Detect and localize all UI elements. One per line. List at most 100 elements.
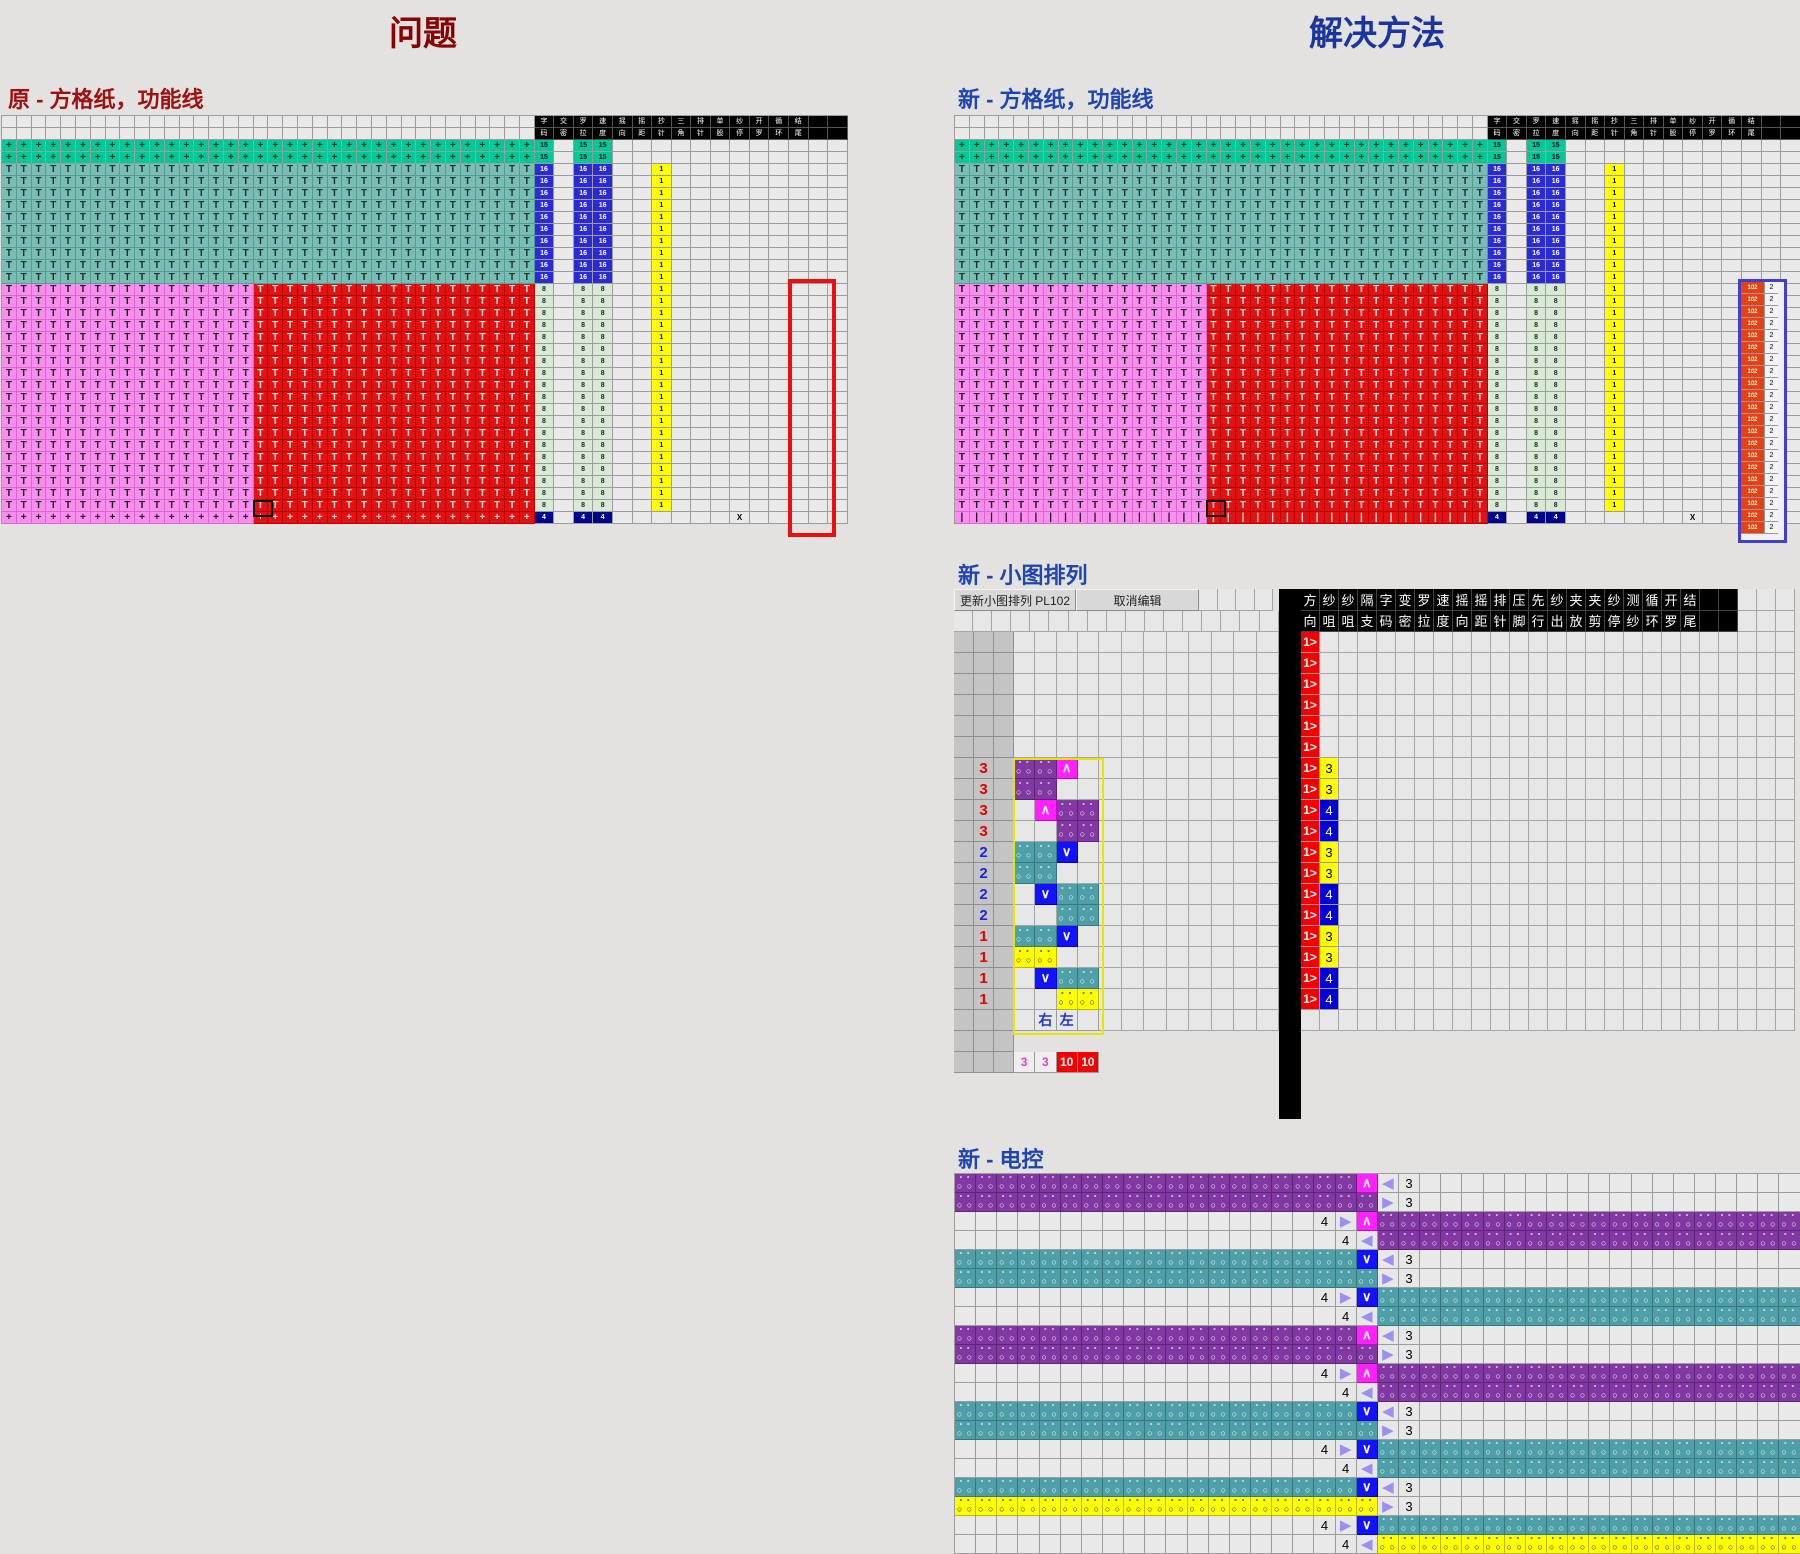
- pattern-cell[interactable]: T: [164, 500, 180, 512]
- pattern-cell[interactable]: T: [238, 272, 254, 284]
- pattern-cell[interactable]: T: [969, 368, 985, 380]
- grid-cell[interactable]: [1586, 842, 1605, 863]
- pattern-cell[interactable]: [1035, 632, 1057, 653]
- grid-cell[interactable]: [1453, 716, 1472, 737]
- pattern-cell[interactable]: T: [2, 476, 17, 488]
- grid-cell[interactable]: [1610, 1250, 1632, 1269]
- pattern-cell[interactable]: T: [1191, 272, 1207, 284]
- grid-cell[interactable]: [1738, 905, 1757, 926]
- pattern-cell[interactable]: T: [1324, 260, 1340, 272]
- pattern-cell[interactable]: T: [1206, 392, 1222, 404]
- pattern-cell[interactable]: T: [505, 452, 520, 464]
- pattern-cell[interactable]: T: [179, 344, 195, 356]
- pattern-cell[interactable]: T: [357, 164, 372, 176]
- pattern-cell[interactable]: T: [1265, 500, 1281, 512]
- pattern-cell[interactable]: [327, 116, 343, 128]
- grid-cell[interactable]: [1099, 800, 1122, 821]
- pattern-cell[interactable]: T: [1221, 248, 1237, 260]
- grid-cell[interactable]: [1441, 1174, 1463, 1193]
- pattern-cell[interactable]: T: [1162, 236, 1177, 248]
- pattern-cell[interactable]: T: [999, 452, 1015, 464]
- pattern-cell[interactable]: T: [1324, 500, 1340, 512]
- pattern-cell[interactable]: T: [179, 296, 195, 308]
- pattern-cell[interactable]: T: [1132, 404, 1148, 416]
- pattern-cell[interactable]: T: [223, 344, 239, 356]
- grid-cell[interactable]: [1610, 1174, 1632, 1193]
- pattern-cell[interactable]: T: [490, 224, 506, 236]
- grid-cell[interactable]: [1510, 695, 1529, 716]
- knit-cell[interactable]: ∘ ∘ ○ ○: [1208, 1174, 1230, 1193]
- pattern-cell[interactable]: T: [1014, 320, 1029, 332]
- pattern-cell[interactable]: T: [1058, 476, 1074, 488]
- pattern-cell[interactable]: T: [460, 392, 476, 404]
- pattern-cell[interactable]: T: [445, 212, 461, 224]
- grid-cell[interactable]: [1145, 1383, 1167, 1402]
- grid-cell[interactable]: [1211, 926, 1234, 947]
- pattern-cell[interactable]: T: [209, 212, 224, 224]
- pattern-cell[interactable]: T: [1088, 224, 1103, 236]
- pattern-cell[interactable]: T: [135, 332, 150, 344]
- pattern-cell[interactable]: T: [120, 428, 136, 440]
- pattern-cell[interactable]: T: [984, 500, 1000, 512]
- pattern-cell[interactable]: T: [1014, 356, 1029, 368]
- grid-cell[interactable]: [1605, 821, 1624, 842]
- pattern-cell[interactable]: T: [1014, 452, 1029, 464]
- pattern-cell[interactable]: +: [1014, 140, 1029, 152]
- pattern-cell[interactable]: T: [194, 440, 210, 452]
- pattern-cell[interactable]: +: [371, 140, 387, 152]
- pattern-cell[interactable]: T: [1250, 392, 1266, 404]
- knit-cell[interactable]: ∘ ∘ ○ ○: [1483, 1364, 1505, 1383]
- pattern-cell[interactable]: T: [1310, 476, 1325, 488]
- pattern-cell[interactable]: [1236, 128, 1251, 140]
- pattern-cell[interactable]: T: [312, 308, 328, 320]
- pattern-cell[interactable]: T: [238, 416, 254, 428]
- pattern-cell[interactable]: T: [223, 416, 239, 428]
- pattern-cell[interactable]: T: [401, 392, 417, 404]
- grid-cell[interactable]: [1434, 989, 1453, 1010]
- pattern-cell[interactable]: T: [1102, 320, 1118, 332]
- pattern-cell[interactable]: T: [1384, 332, 1399, 344]
- pattern-cell[interactable]: +: [120, 140, 136, 152]
- pattern-cell[interactable]: T: [1339, 224, 1355, 236]
- pattern-cell[interactable]: [1354, 116, 1370, 128]
- grid-cell[interactable]: [1099, 695, 1122, 716]
- pattern-cell[interactable]: T: [1088, 428, 1103, 440]
- pattern-cell[interactable]: T: [431, 188, 446, 200]
- pattern-cell[interactable]: T: [1236, 356, 1251, 368]
- grid-cell[interactable]: [1189, 926, 1212, 947]
- pattern-cell[interactable]: T: [357, 320, 372, 332]
- pattern-cell[interactable]: T: [401, 212, 417, 224]
- pattern-cell[interactable]: T: [135, 320, 150, 332]
- grid-cell[interactable]: [1396, 632, 1415, 653]
- pattern-cell[interactable]: T: [1028, 200, 1044, 212]
- pattern-cell[interactable]: T: [327, 428, 343, 440]
- pattern-cell[interactable]: T: [1354, 464, 1370, 476]
- pattern-cell[interactable]: T: [1384, 452, 1399, 464]
- pattern-cell[interactable]: T: [90, 380, 106, 392]
- pattern-cell[interactable]: T: [1369, 356, 1385, 368]
- grid-cell[interactable]: [1719, 989, 1738, 1010]
- pattern-cell[interactable]: [1088, 116, 1103, 128]
- grid-cell[interactable]: [1124, 1288, 1146, 1307]
- pattern-cell[interactable]: T: [194, 500, 210, 512]
- pattern-cell[interactable]: T: [16, 476, 32, 488]
- grid-cell[interactable]: [1546, 1174, 1569, 1193]
- pattern-cell[interactable]: T: [371, 428, 387, 440]
- grid-cell[interactable]: [1377, 632, 1396, 653]
- grid-cell[interactable]: [1166, 779, 1189, 800]
- grid-cell[interactable]: [1229, 1288, 1251, 1307]
- pattern-cell[interactable]: T: [371, 380, 387, 392]
- knit-cell[interactable]: ∘ ∘ ○ ○: [1272, 1174, 1294, 1193]
- grid-cell[interactable]: [1256, 863, 1279, 884]
- grid-cell[interactable]: [1586, 821, 1605, 842]
- knit-cell[interactable]: ∘ ∘ ○ ○: [1187, 1193, 1209, 1212]
- pattern-cell[interactable]: T: [519, 332, 535, 344]
- pattern-cell[interactable]: +: [1147, 140, 1163, 152]
- grid-cell[interactable]: [1737, 1326, 1759, 1345]
- pattern-cell[interactable]: T: [1472, 164, 1488, 176]
- pattern-cell[interactable]: T: [1028, 308, 1044, 320]
- pattern-cell[interactable]: +: [164, 152, 180, 164]
- knit-cell[interactable]: ∘ ∘ ○ ○: [1589, 1212, 1611, 1231]
- pattern-cell[interactable]: T: [1384, 296, 1399, 308]
- pattern-cell[interactable]: T: [238, 308, 254, 320]
